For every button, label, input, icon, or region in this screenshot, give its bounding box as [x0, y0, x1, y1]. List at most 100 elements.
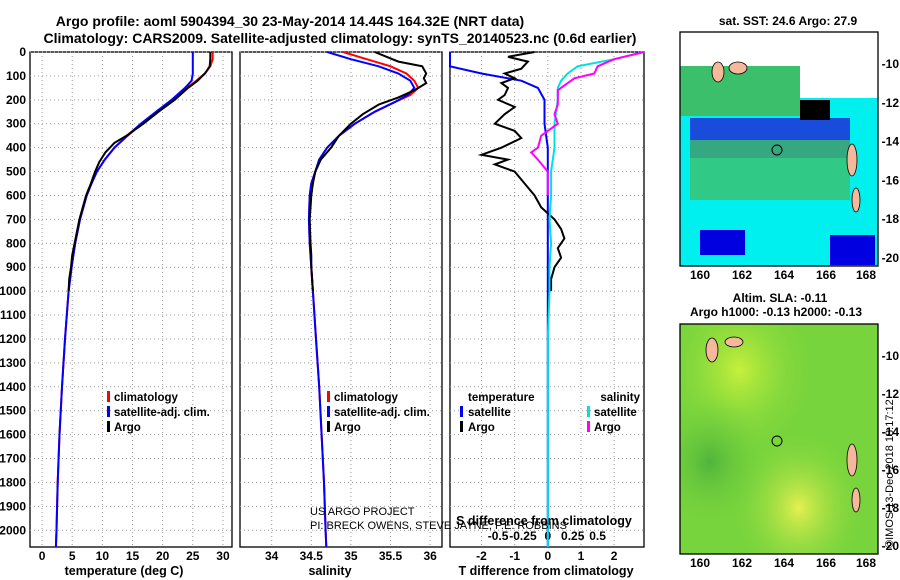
sst-missing-patch	[800, 100, 830, 120]
series-line-argo	[67, 52, 212, 292]
x-tick-label: -2	[476, 549, 487, 563]
depth-tick-label: 100	[6, 69, 26, 83]
series-line-satellite-adj-clim-	[54, 52, 194, 548]
diff-legend-temp-argo-label: Argo	[468, 422, 495, 434]
island-shape	[846, 443, 858, 477]
depth-tick-label: 1600	[0, 428, 26, 442]
x-tick-label: 36	[423, 549, 437, 563]
depth-tick-label: 200	[6, 93, 26, 107]
credit-line-1: US ARGO PROJECT	[310, 506, 415, 518]
credit-line-2: PI: BRECK OWENS, STEVE JAYNE, P.E. ROBBI…	[310, 520, 567, 532]
x2-tick-label: -0.25	[509, 529, 537, 543]
diff-legend-sal-argo-label: Argo	[594, 422, 621, 434]
legend-argo-label: Argo	[334, 422, 361, 434]
x-tick-label: 5	[69, 549, 76, 563]
island-shape	[711, 61, 725, 83]
legend-climatology-label: climatology	[334, 392, 399, 404]
island-shape	[851, 187, 861, 213]
island-shape	[728, 61, 748, 75]
x2-tick-label: 0.5	[589, 529, 606, 543]
sst-map-title: sat. SST: 24.6 Argo: 27.9	[719, 14, 858, 28]
x2-tick-label: 0.25	[561, 529, 585, 543]
difference-legend: temperature satellite Argo salinity sate…	[460, 392, 641, 434]
legend-swatch-climatology	[107, 391, 110, 402]
diff-legend-swatch-temp-satellite	[460, 406, 463, 417]
x-tick-label: 0	[39, 549, 46, 563]
depth-tick-label: 400	[6, 141, 26, 155]
sst-map	[679, 31, 879, 267]
depth-tick-label: 600	[6, 188, 26, 202]
legend-argo-label: Argo	[114, 422, 141, 434]
diff-legend-sal-satellite-label: satellite	[594, 407, 637, 419]
x-tick-label: 2	[611, 549, 618, 563]
axis-ticks: 0100200300400500600700800900100011001200…	[0, 45, 618, 563]
depth-tick-label: 800	[6, 236, 26, 250]
island-shape	[705, 337, 719, 363]
x-tick-label: -1	[509, 549, 520, 563]
map-x-tick: 160	[690, 268, 710, 282]
island-shape	[724, 336, 744, 348]
legend-climatology-label: climatology	[114, 392, 179, 404]
series-line-climatology	[307, 51, 420, 548]
map-y-tick: -10	[882, 349, 900, 363]
series-line-salinity-satellite	[546, 51, 645, 547]
argo-float-marker	[771, 144, 783, 156]
diff-legend-swatch-sal-argo	[587, 421, 590, 432]
sla-map-frame	[679, 323, 879, 555]
map-x-tick: 162	[732, 556, 752, 570]
diff-legend-temperature-heading: temperature	[468, 392, 534, 404]
grid-lines	[30, 51, 644, 547]
depth-tick-label: 500	[6, 165, 26, 179]
x-tick-label: 20	[156, 549, 170, 563]
profile-lines	[54, 51, 645, 548]
sst-map-frame	[679, 31, 879, 267]
sla-map-title-2: Argo h1000: -0.13 h2000: -0.13	[690, 305, 862, 319]
legend-satellite-label: satellite-adj. clim.	[114, 407, 210, 419]
sst-mid-band	[690, 140, 850, 200]
legend-swatch-satellite	[327, 406, 330, 417]
x2-tick-label: -0.5	[488, 529, 509, 543]
map-y-tick: -18	[882, 501, 900, 515]
watermark: ©IMOS 13-Dec-2018 18:17:12	[884, 399, 896, 548]
depth-tick-label: 1300	[0, 356, 26, 370]
salinity-difference-axis-label: S difference from climatology	[456, 514, 632, 528]
x-tick-label: 34.5	[300, 549, 324, 563]
legend-swatch-satellite	[107, 406, 110, 417]
depth-tick-label: 700	[6, 212, 26, 226]
legend-swatch-argo	[327, 421, 330, 432]
temperature-legend: climatology satellite-adj. clim. Argo	[107, 391, 210, 434]
salinity-panel-frame	[239, 51, 443, 548]
argo-float-marker	[771, 435, 783, 447]
depth-tick-label: 2000	[0, 523, 26, 537]
depth-tick-label: 0	[19, 45, 26, 59]
series-line-salinity-argo	[529, 51, 645, 196]
sla-map-title-1: Altim. SLA: -0.11	[733, 291, 828, 305]
map-y-tick: -18	[882, 212, 900, 226]
map-y-tick: -20	[882, 539, 900, 553]
map-y-tick: -14	[882, 425, 900, 439]
legend-satellite-label: satellite-adj. clim.	[334, 407, 430, 419]
legend-swatch-argo	[107, 421, 110, 432]
island-shape	[851, 487, 861, 513]
x-tick-label: 0	[544, 549, 551, 563]
map-x-tick: 164	[774, 268, 794, 282]
depth-tick-label: 1500	[0, 404, 26, 418]
x-tick-label: 15	[126, 549, 140, 563]
diff-legend-temp-satellite-label: satellite	[468, 407, 511, 419]
x-tick-label: 10	[96, 549, 110, 563]
series-line-temperature-argo	[477, 51, 566, 292]
legend-swatch-climatology	[327, 391, 330, 402]
title-line-1: Argo profile: aoml 5904394_30 23-May-201…	[56, 13, 524, 29]
diff-legend-swatch-temp-argo	[460, 421, 463, 432]
sst-warm-band	[680, 66, 800, 116]
temperature-panel-frame	[29, 51, 233, 548]
map-y-tick: -12	[882, 96, 900, 110]
map-x-tick: 168	[856, 556, 876, 570]
x-tick-label: 1	[578, 549, 585, 563]
sst-cold-patch	[830, 235, 875, 265]
sla-map	[679, 323, 879, 555]
map-y-tick: -16	[882, 173, 900, 187]
map-y-tick: -16	[882, 463, 900, 477]
depth-tick-label: 1100	[0, 308, 26, 322]
